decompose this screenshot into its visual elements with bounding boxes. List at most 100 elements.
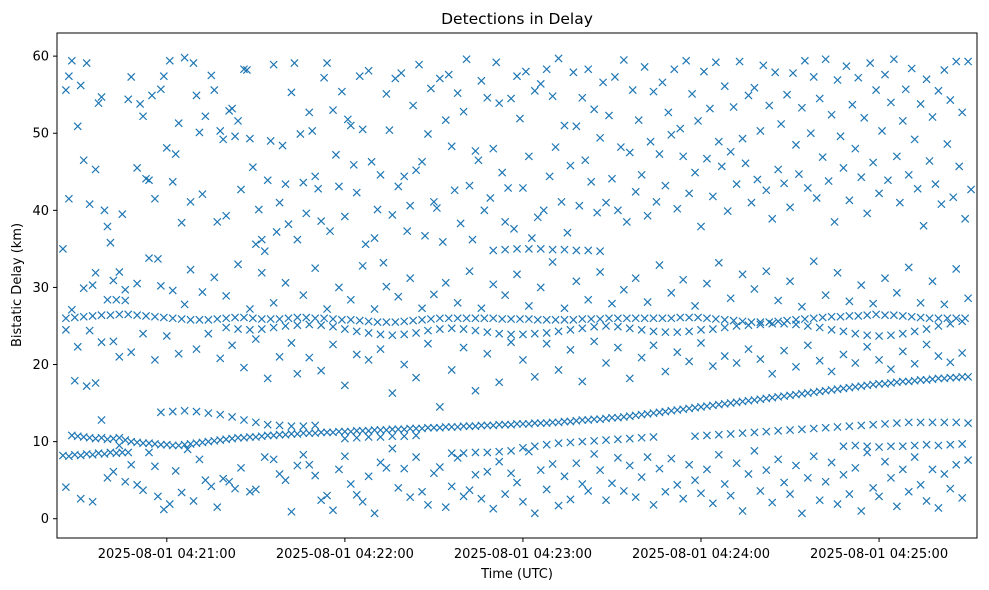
- data-point: [489, 280, 498, 289]
- data-point: [512, 244, 522, 253]
- data-point: [61, 325, 70, 334]
- data-point: [429, 423, 438, 432]
- data-point: [156, 85, 165, 94]
- data-point: [774, 455, 783, 464]
- data-point: [613, 314, 622, 323]
- data-point: [435, 74, 444, 83]
- data-point: [337, 87, 346, 96]
- data-point: [809, 424, 818, 433]
- data-point: [625, 434, 634, 443]
- data-point: [382, 89, 391, 98]
- data-point: [412, 166, 421, 175]
- data-point: [708, 192, 717, 201]
- data-point: [578, 93, 587, 102]
- data-point: [604, 111, 614, 120]
- data-point: [803, 183, 812, 192]
- data-point: [640, 62, 649, 71]
- data-point: [922, 440, 931, 449]
- data-point: [955, 162, 964, 171]
- data-point: [762, 466, 771, 475]
- data-point: [394, 292, 403, 301]
- data-point: [204, 315, 213, 324]
- data-point: [248, 314, 257, 323]
- data-point: [429, 197, 438, 206]
- data-point: [423, 339, 432, 348]
- data-point: [82, 59, 91, 68]
- data-point: [898, 311, 907, 320]
- data-point: [210, 86, 219, 95]
- data-point: [364, 328, 373, 337]
- data-point: [768, 369, 777, 378]
- data-point: [444, 314, 453, 323]
- data-point: [311, 264, 320, 273]
- data-point: [667, 130, 676, 139]
- data-point: [711, 315, 720, 324]
- data-point: [447, 482, 456, 491]
- data-point: [768, 498, 777, 507]
- data-point: [833, 422, 842, 432]
- data-point: [150, 355, 159, 364]
- data-point: [495, 447, 504, 456]
- data-point: [827, 325, 836, 334]
- data-point: [234, 116, 243, 125]
- data-point: [213, 217, 222, 226]
- data-point: [346, 121, 355, 130]
- data-point: [124, 310, 133, 319]
- data-point: [97, 338, 106, 347]
- data-point: [720, 352, 729, 361]
- data-point: [916, 313, 925, 322]
- data-point: [851, 463, 860, 472]
- data-point: [809, 452, 818, 461]
- data-point: [382, 463, 391, 472]
- data-point: [821, 423, 830, 432]
- data-point: [530, 329, 539, 338]
- data-point: [435, 463, 444, 472]
- data-point: [400, 464, 409, 473]
- data-point: [305, 320, 314, 329]
- data-point: [144, 176, 154, 185]
- data-point: [702, 465, 711, 474]
- data-point: [851, 329, 860, 338]
- data-point: [572, 277, 581, 286]
- data-point: [916, 418, 925, 427]
- data-point: [153, 492, 162, 501]
- data-point: [483, 467, 492, 476]
- data-point: [435, 402, 444, 411]
- data-point: [388, 331, 397, 340]
- data-point: [192, 407, 201, 416]
- data-point: [732, 358, 741, 368]
- data-point: [349, 160, 358, 169]
- data-point: [747, 198, 756, 207]
- data-point: [607, 479, 616, 488]
- data-point: [406, 274, 415, 283]
- data-point: [400, 360, 409, 369]
- data-point: [836, 132, 845, 141]
- data-point: [73, 122, 82, 131]
- data-point: [578, 480, 587, 489]
- data-point: [109, 337, 118, 346]
- data-point: [587, 177, 596, 186]
- data-point: [607, 413, 616, 422]
- data-point: [376, 345, 385, 354]
- data-point: [946, 358, 955, 367]
- y-tick-label: 0: [41, 512, 49, 527]
- data-point: [355, 316, 364, 325]
- data-point: [447, 142, 456, 151]
- data-point: [64, 452, 73, 461]
- data-point: [234, 325, 243, 334]
- data-point: [192, 345, 201, 354]
- data-point: [453, 89, 462, 98]
- data-point: [880, 274, 890, 283]
- data-point: [323, 59, 332, 68]
- data-point: [655, 261, 664, 270]
- data-point: [934, 374, 943, 383]
- data-point: [391, 318, 400, 327]
- data-point: [518, 443, 527, 452]
- data-point: [397, 69, 406, 78]
- data-point: [964, 57, 973, 66]
- data-point: [88, 311, 97, 320]
- data-point: [147, 91, 156, 100]
- data-point: [812, 193, 821, 203]
- data-point: [156, 440, 165, 449]
- data-point: [783, 90, 792, 99]
